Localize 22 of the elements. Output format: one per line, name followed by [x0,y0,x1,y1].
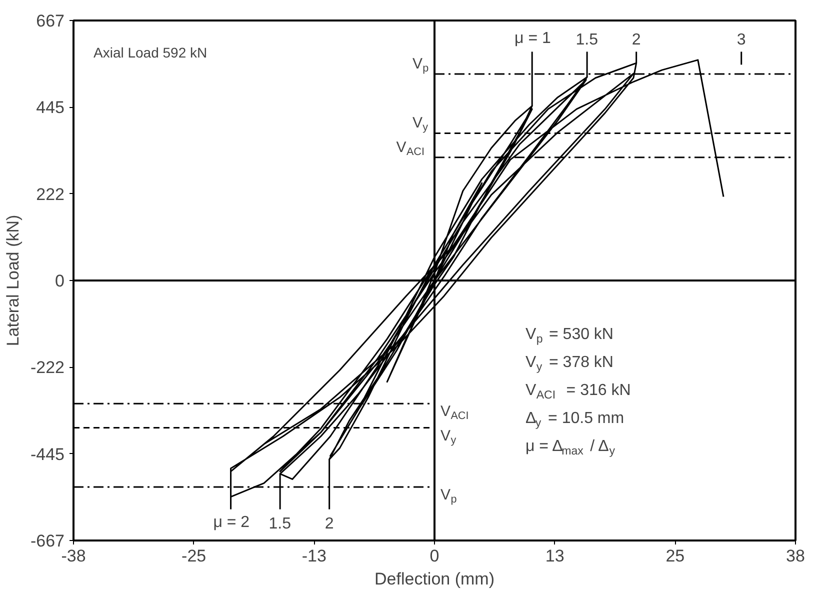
x-tick-label: 38 [786,546,805,566]
x-tick-label: 25 [666,546,685,566]
annotation: μ = 2 [213,514,250,531]
annotation: 2 [324,515,334,532]
y-tick-label: 0 [55,272,65,290]
annotation: 2 [632,32,641,49]
x-tick-label: -25 [182,546,206,566]
annotation: 1.5 [268,515,292,532]
x-tick-label: -13 [302,546,326,566]
y-tick-label: 222 [36,184,65,204]
x-tick-label: 0 [430,546,440,566]
y-tick-label: 667 [36,12,65,30]
annotation: μ = 1 [514,30,551,48]
y-tick-label: -445 [30,444,65,464]
annotation: Axial Load 592 kN [94,44,208,60]
y-tick-label: 445 [36,98,65,118]
x-axis-title: Deflection (mm) [374,570,494,588]
x-tick-label: 13 [545,546,564,566]
y-axis-title: Lateral Load (kN) [3,214,22,346]
annotation: 1.5 [576,32,598,49]
annotation: 3 [736,32,746,49]
y-tick-label: -222 [30,358,65,378]
